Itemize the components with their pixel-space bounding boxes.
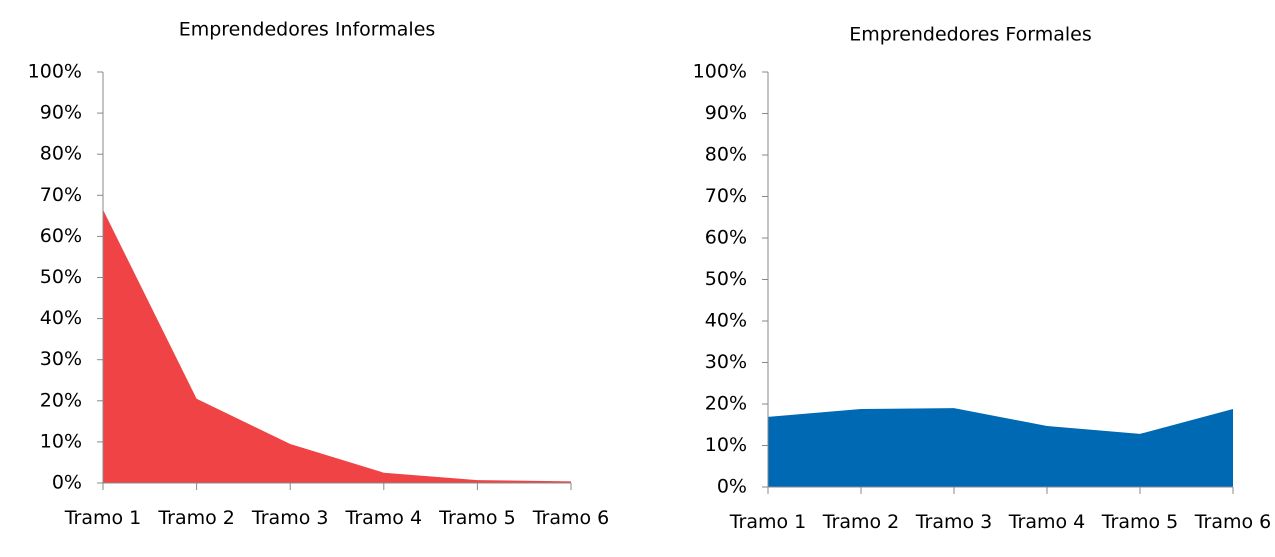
x-tick-label: Tramo 3 xyxy=(915,511,993,533)
y-tick-label: 100% xyxy=(28,61,82,83)
y-tick-label: 80% xyxy=(40,143,82,165)
y-tick-label: 70% xyxy=(40,184,82,206)
x-tick-label: Tramo 6 xyxy=(532,507,610,529)
y-tick-label: 70% xyxy=(705,185,747,207)
y-tick-label: 0% xyxy=(52,472,82,494)
y-tick-label: 80% xyxy=(705,144,747,166)
x-tick-label: Tramo 2 xyxy=(822,511,900,533)
x-tick-label: Tramo 4 xyxy=(345,507,423,529)
y-tick-label: 60% xyxy=(40,225,82,247)
y-tick-label: 100% xyxy=(693,61,747,83)
y-tick-label: 20% xyxy=(40,389,82,411)
x-tick-label: Tramo 5 xyxy=(439,507,516,529)
y-tick-label: 10% xyxy=(40,430,82,452)
area xyxy=(103,209,571,483)
x-tick-label: Tramo 2 xyxy=(158,507,235,529)
y-tick-label: 40% xyxy=(40,307,82,329)
x-tick-label: Tramo 3 xyxy=(251,507,329,529)
chart-title: Emprendedores Informales xyxy=(179,19,436,41)
y-tick-label: 90% xyxy=(705,102,747,124)
y-tick-label: 60% xyxy=(705,227,747,249)
y-tick-label: 0% xyxy=(717,476,747,498)
y-tick-label: 50% xyxy=(40,266,82,288)
y-tick-label: 30% xyxy=(40,348,82,370)
x-tick-label: Tramo 1 xyxy=(729,511,807,533)
x-tick-label: Tramo 6 xyxy=(1194,511,1272,533)
chart-title: Emprendedores Formales xyxy=(849,24,1092,46)
y-tick-label: 30% xyxy=(705,351,747,373)
y-tick-label: 40% xyxy=(705,310,747,332)
y-tick-label: 50% xyxy=(705,268,747,290)
x-tick-label: Tramo 1 xyxy=(64,507,142,529)
x-tick-label: Tramo 5 xyxy=(1101,511,1179,533)
y-tick-label: 10% xyxy=(705,434,747,456)
y-tick-label: 90% xyxy=(40,102,82,124)
x-tick-label: Tramo 4 xyxy=(1008,511,1086,533)
y-tick-label: 20% xyxy=(705,393,747,415)
area xyxy=(768,408,1233,487)
